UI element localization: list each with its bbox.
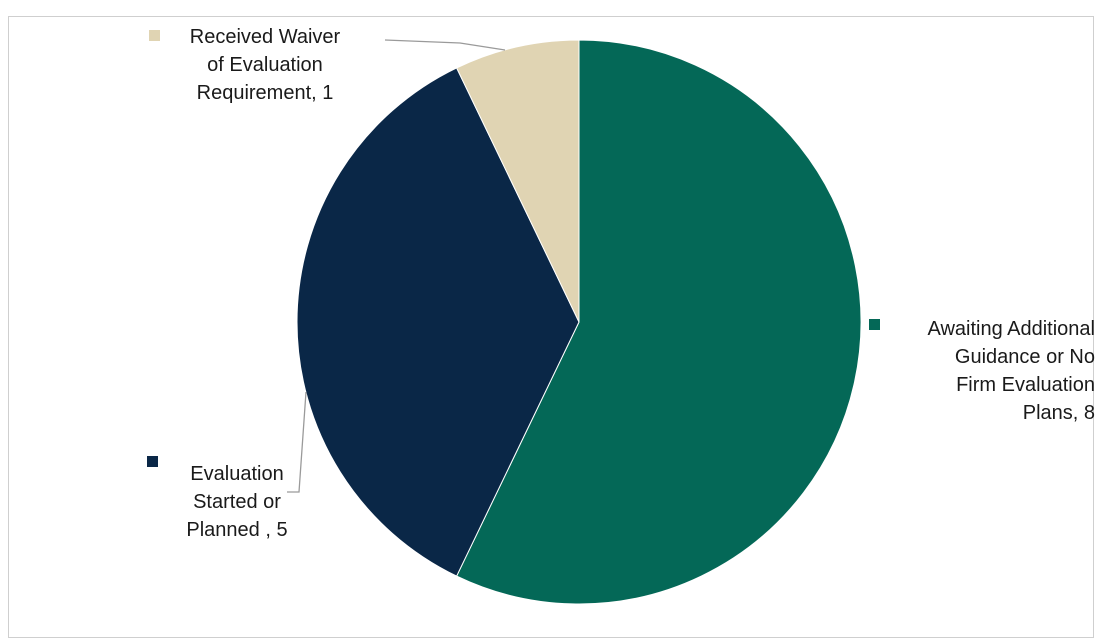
data-labels: Awaiting Additional Guidance or No Firm Ev… [147,26,1095,541]
pie-slice-0 [455,39,862,605]
leader-line-1 [287,391,307,493]
pie-slice-1 [296,67,580,577]
data-label-0-line-2: Firm Evaluation [956,374,1095,396]
data-label-1-line-1: Started or [193,491,281,513]
slices-layer [296,39,862,605]
data-label-0-line-0: Awaiting Additional [927,318,1095,340]
data-label-0-line-3: Plans, 8 [1023,402,1095,424]
label-marker-0 [869,319,880,330]
data-label-2-line-1: of Evaluation [207,54,323,76]
data-label-1-line-2: Planned , 5 [186,519,287,541]
data-label-1-line-0: Evaluation [190,463,283,485]
leader-line-2 [384,39,506,51]
data-label-0-line-1: Guidance or No [955,346,1095,368]
label-marker-1 [147,456,158,467]
label-marker-2 [149,30,160,41]
data-label-2-line-0: Received Waiver [190,26,341,48]
data-label-2-line-2: Requirement, 1 [197,82,334,104]
pie-slice-2 [455,39,580,323]
leader-lines [287,39,506,493]
